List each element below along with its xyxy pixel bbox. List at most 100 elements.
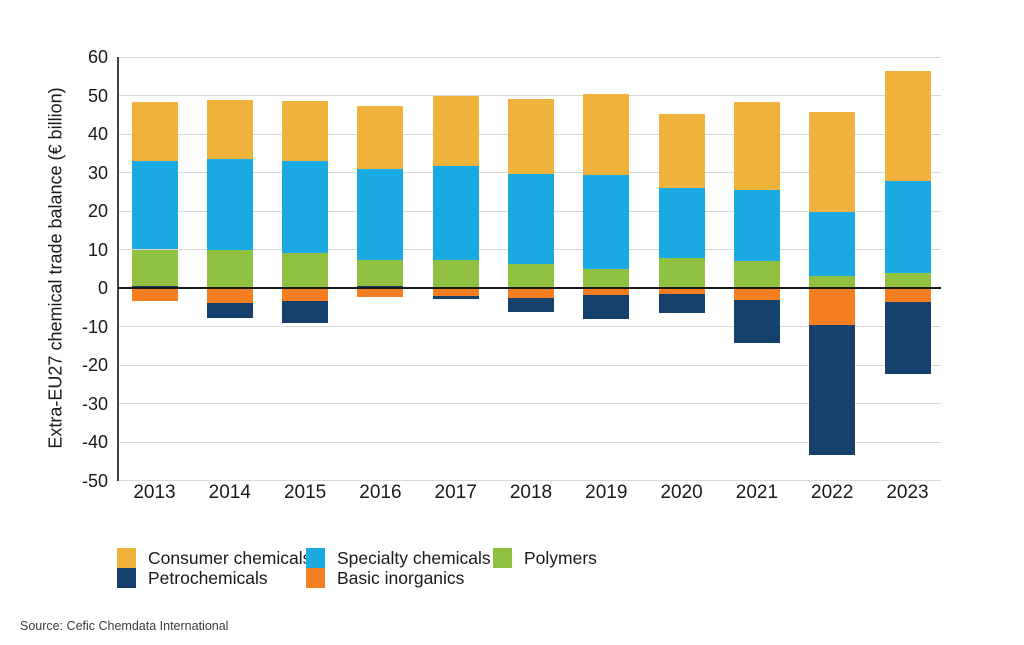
bar-segment-specialty-chemicals-2022 xyxy=(809,211,856,277)
bar-segment-consumer-chemicals-2018 xyxy=(508,98,554,175)
source-note: Source: Cefic Chemdata International xyxy=(20,619,229,633)
zero-axis-line xyxy=(118,287,941,289)
bar-segment-polymers-2014 xyxy=(206,250,253,288)
gridline xyxy=(118,95,941,96)
bar-segment-polymers-2016 xyxy=(357,259,404,287)
bar-segment-consumer-chemicals-2019 xyxy=(583,93,630,176)
y-axis-line xyxy=(117,57,119,481)
gridline xyxy=(118,364,941,366)
legend-item-consumer-chemicals: Consumer chemicals xyxy=(117,548,311,568)
y-tick-label: 20 xyxy=(87,201,108,221)
gridline xyxy=(118,441,941,443)
legend-swatch-polymers xyxy=(493,548,512,568)
bar-segment-basic-inorganics-2020 xyxy=(658,288,705,295)
bar-segment-polymers-2020 xyxy=(658,257,705,288)
gridline xyxy=(118,403,941,404)
bar-segment-petrochemicals-2014 xyxy=(206,302,253,319)
gridline xyxy=(118,480,941,481)
y-tick-label: -20 xyxy=(81,355,108,375)
bar-segment-specialty-chemicals-2013 xyxy=(131,160,178,250)
legend-label: Consumer chemicals xyxy=(148,547,312,568)
legend: Consumer chemicals Specialty chemicals P… xyxy=(0,0,1024,588)
legend-label: Polymers xyxy=(524,547,597,568)
legend-item-petrochemicals: Petrochemicals xyxy=(117,568,268,588)
legend-swatch-consumer-chemicals xyxy=(117,548,136,568)
legend-item-basic-inorganics: Basic inorganics xyxy=(306,568,464,588)
bar-segment-consumer-chemicals-2016 xyxy=(357,106,404,169)
gridline xyxy=(118,326,941,327)
bar-segment-polymers-2021 xyxy=(733,260,780,288)
bar-segment-petrochemicals-2021 xyxy=(733,299,780,344)
bar-segment-specialty-chemicals-2018 xyxy=(508,174,554,264)
y-tick-label: 50 xyxy=(87,85,108,106)
bar-segment-consumer-chemicals-2013 xyxy=(131,102,178,161)
bar-segment-petrochemicals-2018 xyxy=(508,297,554,312)
x-tick-label: 2018 xyxy=(509,482,553,503)
bar-segment-basic-inorganics-2015 xyxy=(282,288,329,302)
y-tick-label: -40 xyxy=(81,432,108,452)
bar-segment-consumer-chemicals-2021 xyxy=(733,102,780,190)
legend-label: Basic inorganics xyxy=(337,567,465,588)
bar-segment-basic-inorganics-2017 xyxy=(432,288,479,297)
bar-segment-specialty-chemicals-2014 xyxy=(206,159,253,251)
legend-label: Specialty chemicals xyxy=(337,547,491,568)
bar-segment-polymers-2013 xyxy=(131,249,178,286)
bar-segment-petrochemicals-2023 xyxy=(884,302,931,375)
bar-segment-consumer-chemicals-2014 xyxy=(206,99,253,160)
y-tick-label: 40 xyxy=(87,124,108,144)
bar-segment-petrochemicals-2020 xyxy=(658,294,705,314)
bar-segment-polymers-2015 xyxy=(282,252,329,288)
legend-item-polymers: Polymers xyxy=(493,548,597,568)
bar-segment-petrochemicals-2022 xyxy=(809,324,856,456)
bar-segment-basic-inorganics-2022 xyxy=(809,288,856,325)
bar-segment-petrochemicals-2015 xyxy=(282,301,329,324)
bar-segment-basic-inorganics-2019 xyxy=(583,288,630,295)
bar-segment-basic-inorganics-2013 xyxy=(131,288,178,302)
bar-segment-consumer-chemicals-2022 xyxy=(809,112,856,212)
bar-segment-specialty-chemicals-2017 xyxy=(432,165,479,260)
x-tick-label: 2014 xyxy=(208,482,251,503)
bar-segment-specialty-chemicals-2015 xyxy=(282,161,329,253)
bar-segment-basic-inorganics-2018 xyxy=(508,288,554,298)
legend-label: Petrochemicals xyxy=(148,567,268,588)
bar-segment-petrochemicals-2017 xyxy=(432,296,479,300)
bar-segment-basic-inorganics-2021 xyxy=(733,288,780,300)
gridline xyxy=(118,56,941,58)
bar-segment-specialty-chemicals-2016 xyxy=(357,168,404,260)
legend-swatch-petrochemicals xyxy=(117,568,136,588)
x-tick-label: 2023 xyxy=(886,482,929,503)
y-tick-label: 10 xyxy=(87,239,108,260)
bar-segment-polymers-2017 xyxy=(432,259,479,288)
x-tick-label: 2019 xyxy=(585,482,628,503)
bar-segment-petrochemicals-2019 xyxy=(583,294,630,320)
bar-segment-specialty-chemicals-2019 xyxy=(583,175,630,269)
x-tick-label: 2020 xyxy=(660,482,703,503)
bar-segment-basic-inorganics-2016 xyxy=(357,288,404,298)
x-tick-label: 2017 xyxy=(434,482,477,503)
y-tick-label: -30 xyxy=(81,393,108,414)
y-tick-label: 0 xyxy=(97,278,108,298)
x-tick-label: 2013 xyxy=(133,482,176,503)
bar-segment-specialty-chemicals-2020 xyxy=(658,187,705,258)
bar-segment-polymers-2023 xyxy=(884,272,931,288)
legend-item-specialty-chemicals: Specialty chemicals xyxy=(306,548,491,568)
bar-segment-consumer-chemicals-2020 xyxy=(658,113,705,188)
bar-segment-polymers-2019 xyxy=(583,268,630,288)
y-tick-label: 30 xyxy=(87,162,108,183)
x-tick-label: 2015 xyxy=(283,482,327,503)
legend-swatch-basic-inorganics xyxy=(306,568,325,588)
y-tick-label: -50 xyxy=(81,470,108,491)
y-tick-label: 60 xyxy=(87,47,108,67)
x-tick-label: 2022 xyxy=(811,482,854,503)
x-tick-label: 2021 xyxy=(735,482,779,503)
legend-swatch-specialty-chemicals xyxy=(306,548,325,568)
bar-segment-specialty-chemicals-2021 xyxy=(733,189,780,261)
bar-segment-petrochemicals-2013 xyxy=(131,285,178,288)
bar-segment-consumer-chemicals-2023 xyxy=(884,70,931,181)
bar-segment-basic-inorganics-2014 xyxy=(206,288,253,303)
y-tick-label: -10 xyxy=(81,316,108,337)
bar-segment-polymers-2018 xyxy=(508,263,554,288)
x-tick-label: 2016 xyxy=(359,482,402,503)
